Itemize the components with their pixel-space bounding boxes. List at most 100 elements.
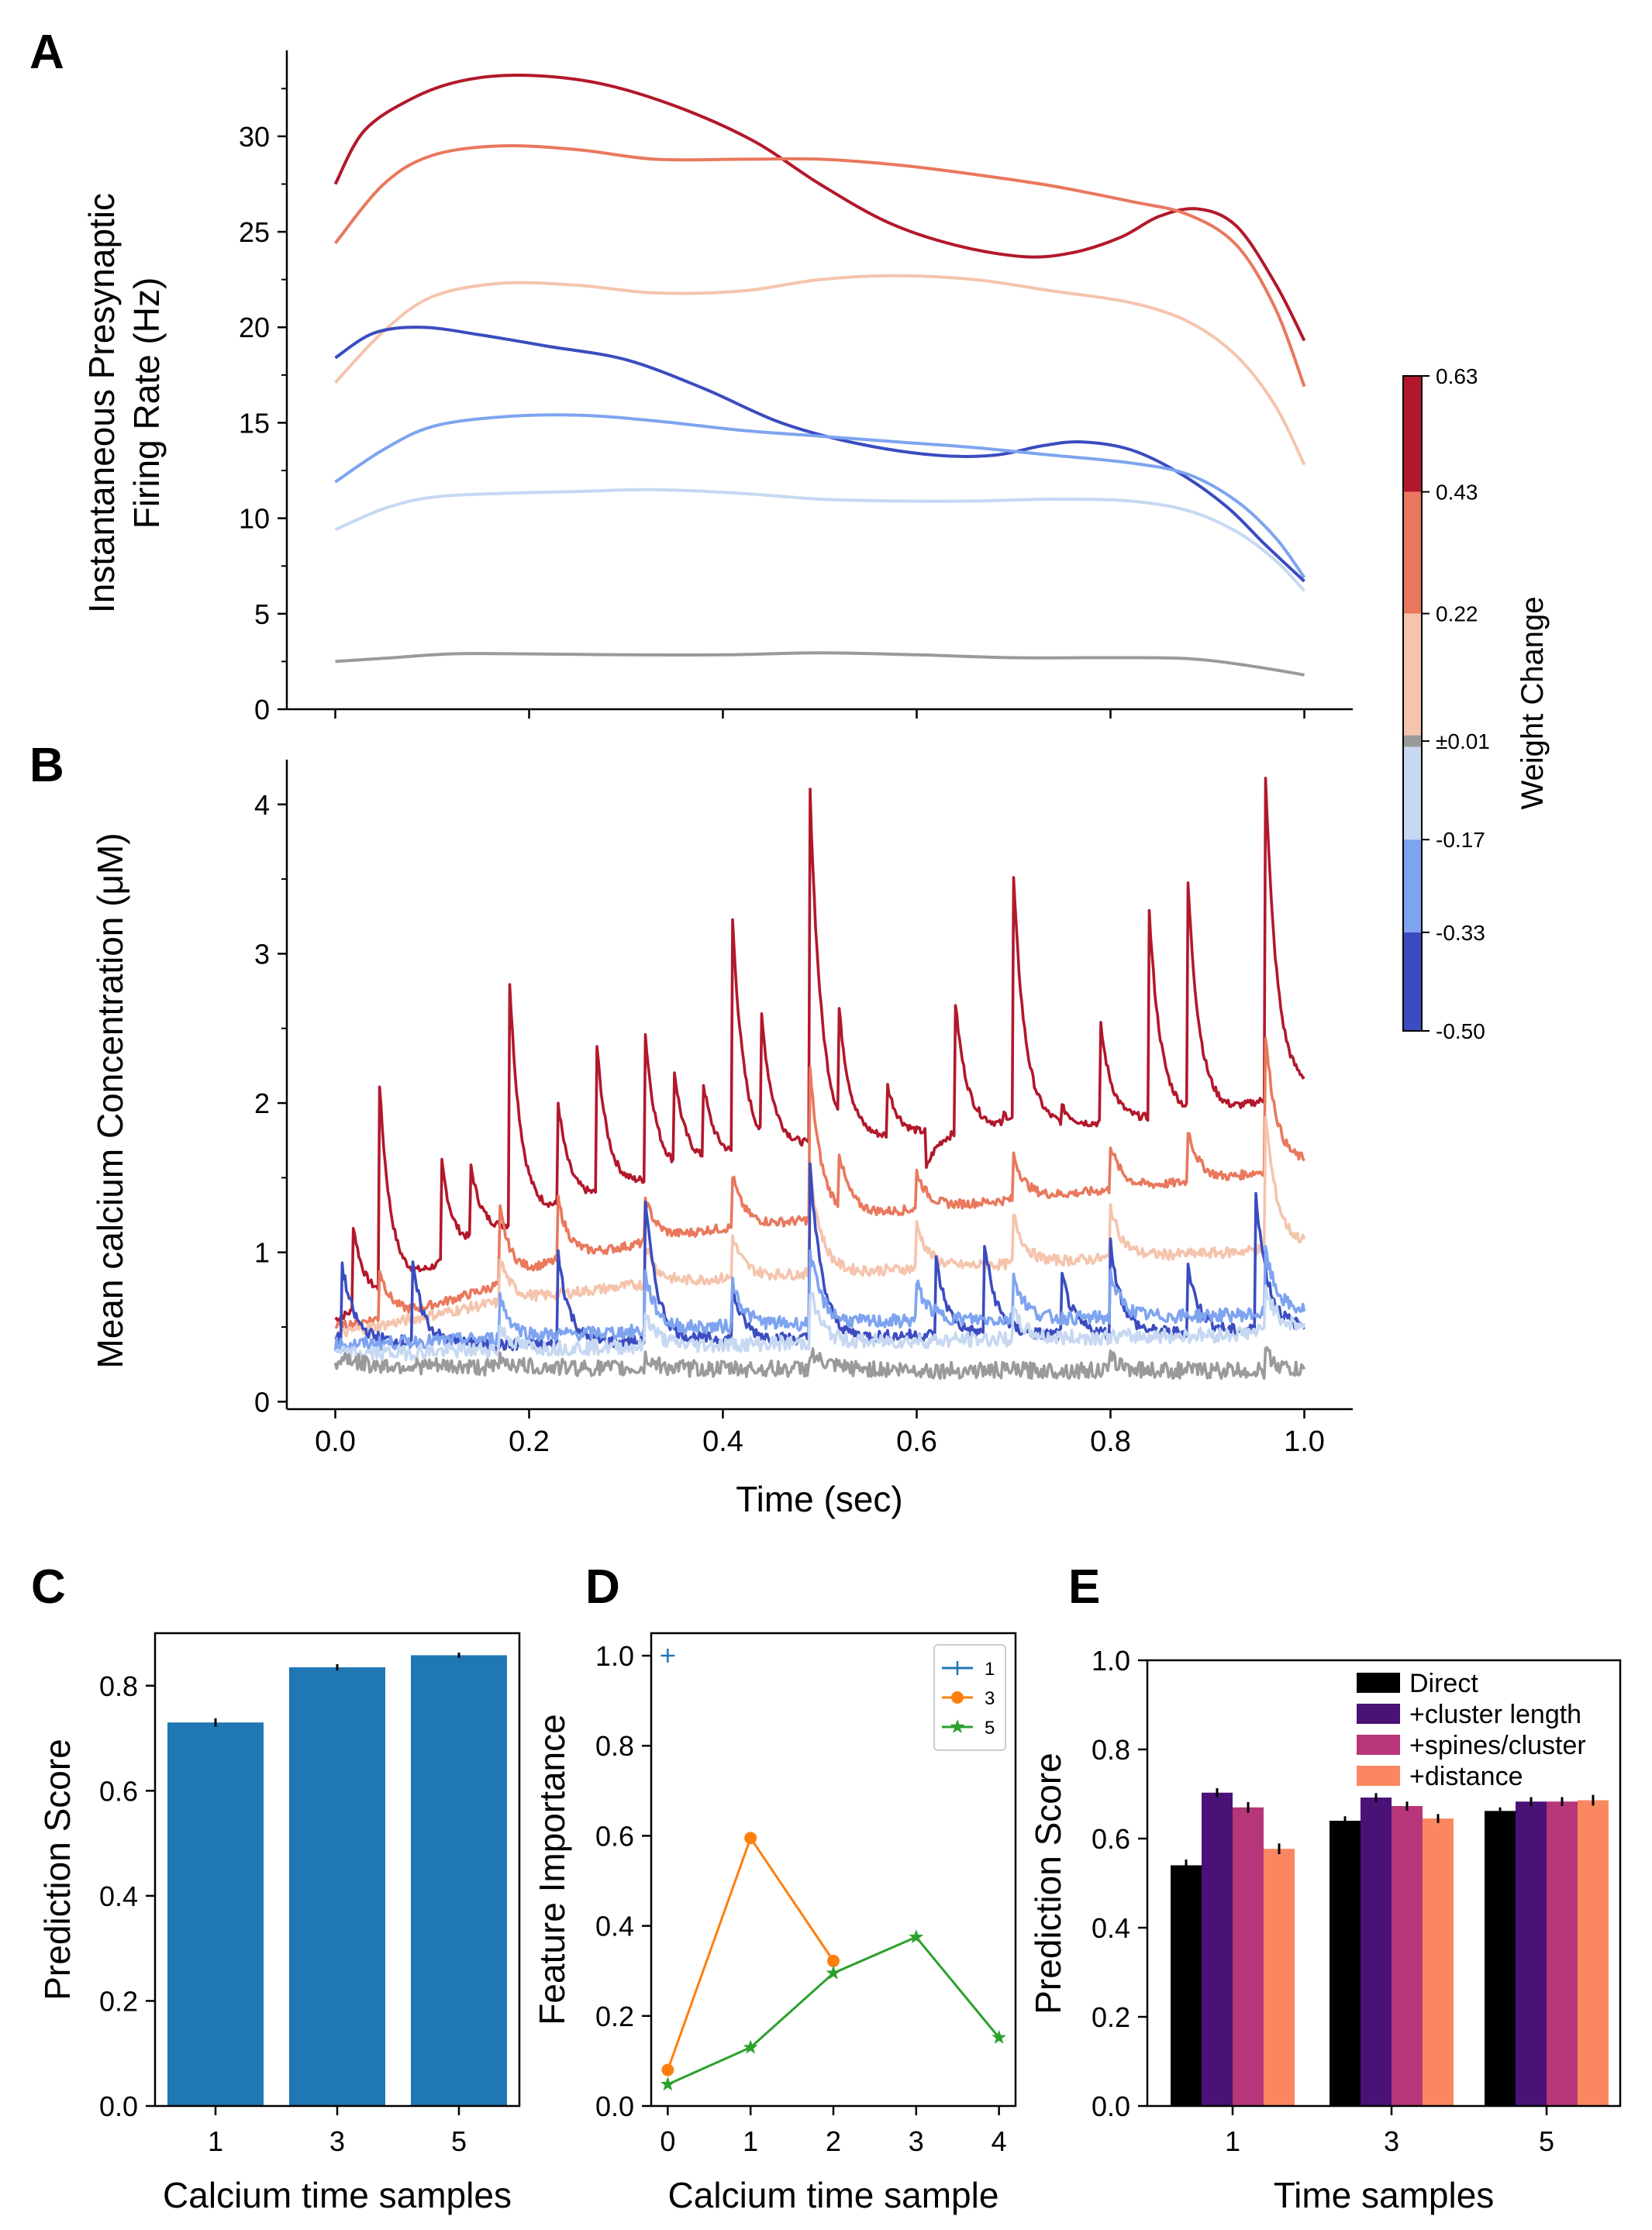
colorbar-tick-label: 0.43 xyxy=(1436,481,1478,505)
colorbar-ticks: 0.63 0.43 0.22 ±0.01 -0.17 -0.33 -0.50 xyxy=(1422,364,1490,1043)
panel-a-ytick-label: 30 xyxy=(239,121,270,153)
panel-a-series-lines xyxy=(333,73,1306,677)
panel-e-legend-label: +spines/cluster xyxy=(1409,1731,1586,1760)
panel-c-bars xyxy=(167,1653,507,2106)
panel-b-xtick-label: 0.8 xyxy=(1090,1425,1131,1458)
panel-d-legend-label: 1 xyxy=(985,1659,995,1680)
panel-c-xlabel: Calcium time samples xyxy=(163,2175,512,2215)
colorbar-label: Weight Change xyxy=(1516,597,1550,810)
panel-d-ylabel: Feature Importance xyxy=(532,1714,572,2025)
panel-a-x-ticks xyxy=(334,709,1305,719)
panel-c-xtick-label: 3 xyxy=(329,2125,345,2157)
panel-a-ytick-label: 20 xyxy=(239,312,270,343)
panel-e-ytick-label: 1.0 xyxy=(1092,1645,1130,1677)
panel-d-xtick-label: 2 xyxy=(826,2125,841,2157)
panel-c-y-ticks: 0.0 0.2 0.4 0.6 0.8 xyxy=(99,1670,155,2122)
panel-d-ytick-label: 0.8 xyxy=(595,1730,634,1762)
panel-a-line-0.63 xyxy=(333,73,1306,342)
panel-e-bar-+spines/cluster xyxy=(1233,1807,1264,2106)
panel-e-bar-+distance xyxy=(1423,1818,1454,2106)
panel-d-xlabel: Calcium time sample xyxy=(668,2175,999,2215)
panel-e-bar-+cluster length xyxy=(1361,1797,1392,2106)
colorbar-tick-label: ±0.01 xyxy=(1436,729,1490,753)
panel-c-ytick-label: 0.8 xyxy=(99,1670,138,1702)
panel-b-trace-±0.01 xyxy=(333,1346,1306,1380)
panel-b-xtick-label: 0.6 xyxy=(896,1425,937,1458)
panel-d-point-1 xyxy=(660,1649,675,1663)
panel-e-bar-+spines/cluster xyxy=(1547,1801,1578,2106)
colorbar-band-1 xyxy=(1403,491,1422,614)
panel-a-ytick-label: 15 xyxy=(239,407,270,439)
panel-d-xtick-label: 1 xyxy=(743,2125,758,2157)
panel-b-trace--0.33 xyxy=(333,1245,1306,1353)
panel-c-xtick-label: 1 xyxy=(208,2125,223,2157)
panel-a-ytick-label: 0 xyxy=(254,694,270,726)
panel-c-bar-5 xyxy=(411,1655,507,2106)
panel-e-xtick-label: 3 xyxy=(1384,2125,1399,2157)
panel-d-point-3 xyxy=(661,2063,674,2077)
panel-b-series-lines xyxy=(333,777,1306,1380)
panel-e-xlabel: Time samples xyxy=(1274,2175,1495,2215)
panel-e-xtick-label: 5 xyxy=(1539,2125,1554,2157)
panel-d-xtick-label: 4 xyxy=(992,2125,1007,2157)
panel-e-bar-+distance xyxy=(1264,1849,1295,2106)
panel-a-line-0.22 xyxy=(334,274,1306,466)
panel-a-ytick-label: 10 xyxy=(239,503,270,535)
panel-d-point-5 xyxy=(743,2039,758,2054)
panel-b-xlabel: Time (sec) xyxy=(736,1479,903,1519)
panel-b-chart: 0 1 2 3 4 0.0 0.2 0.4 0.6 0.8 1.0 Mean calcium Co… xyxy=(90,760,1353,1519)
panel-d-legend-label: 5 xyxy=(985,1718,995,1739)
panel-e-legend-swatch-Direct xyxy=(1357,1673,1400,1693)
panel-d-point-5 xyxy=(660,2077,675,2091)
panel-e-ytick-label: 0.6 xyxy=(1092,1823,1130,1855)
panel-d-y-ticks: 0.0 0.2 0.4 0.6 0.8 1.0 xyxy=(595,1640,651,2122)
panel-d-ytick-label: 0.6 xyxy=(595,1820,634,1852)
panel-e-ytick-label: 0.8 xyxy=(1092,1734,1130,1766)
panel-d-point-5 xyxy=(909,1929,924,1944)
panel-b-ylabel: Mean calcium Concentration (μM) xyxy=(90,832,130,1368)
panel-d-ytick-label: 0.2 xyxy=(595,2001,634,2032)
panel-e-bar-Direct xyxy=(1171,1865,1202,2106)
panel-e-legend-swatch-+spines/cluster xyxy=(1357,1735,1400,1755)
panel-a-line--0.17 xyxy=(334,488,1305,592)
panel-a-line--0.33 xyxy=(334,413,1306,579)
panel-b-ytick-label: 4 xyxy=(254,789,270,821)
panel-d-line-3 xyxy=(666,1835,835,2071)
panel-a-ytick-label: 5 xyxy=(254,598,270,630)
panel-c-xtick-label: 5 xyxy=(451,2125,467,2157)
panel-d-x-ticks: 0 1 2 3 4 xyxy=(660,2106,1007,2157)
panel-e-bar-+cluster length xyxy=(1516,1801,1547,2106)
panel-a-line-±0.01 xyxy=(335,651,1305,677)
panel-d-legend-marker-1 xyxy=(950,1661,964,1675)
panel-e-y-ticks: 0.0 0.2 0.4 0.6 0.8 1.0 xyxy=(1092,1645,1147,2122)
panel-b-trace-0.43 xyxy=(334,1037,1306,1332)
colorbar-tick-label: -0.33 xyxy=(1436,921,1485,945)
panel-d-xtick-label: 0 xyxy=(660,2125,675,2157)
panel-c-ytick-label: 0.2 xyxy=(99,1985,138,2017)
panel-e-legend-label: +distance xyxy=(1409,1762,1523,1791)
colorbar-frame xyxy=(1402,375,1423,1032)
panel-c-ytick-label: 0.0 xyxy=(99,2090,138,2122)
panel-e-chart: 0.0 0.2 0.4 0.6 0.8 1.0 1 3 5 Direct+cluster le… xyxy=(1028,1645,1622,2215)
panel-a-ylabel-line1: Instantaneous Presynaptic xyxy=(81,193,122,613)
panel-e-bar-+cluster length xyxy=(1202,1792,1233,2106)
panel-e-bars xyxy=(1171,1788,1609,2106)
panel-a-ytick-label: 25 xyxy=(239,216,270,248)
weight-change-colorbar: 0.63 0.43 0.22 ±0.01 -0.17 -0.33 -0.50 Weight … xyxy=(1402,364,1550,1043)
panel-e-bar-Direct xyxy=(1330,1821,1361,2106)
panel-b-y-ticks: 0 1 2 3 4 xyxy=(254,789,287,1418)
panel-b-ytick-label: 1 xyxy=(254,1237,270,1269)
panel-b-xtick-label: 0.4 xyxy=(702,1425,743,1458)
colorbar-tick-label: -0.50 xyxy=(1436,1019,1485,1043)
panel-e-legend-swatch-+distance xyxy=(1357,1766,1400,1786)
panel-d-point-3 xyxy=(744,1832,757,1845)
panel-b-ytick-label: 2 xyxy=(254,1087,270,1119)
panel-e-ytick-label: 0.0 xyxy=(1092,2090,1130,2122)
panel-label-e: E xyxy=(1068,1560,1100,1614)
panel-d-legend-label: 3 xyxy=(985,1688,995,1709)
panel-c-ytick-label: 0.4 xyxy=(99,1880,138,1912)
colorbar-band-3 xyxy=(1403,735,1422,747)
panel-d-ytick-label: 1.0 xyxy=(595,1640,634,1672)
colorbar-band-2 xyxy=(1403,613,1422,736)
